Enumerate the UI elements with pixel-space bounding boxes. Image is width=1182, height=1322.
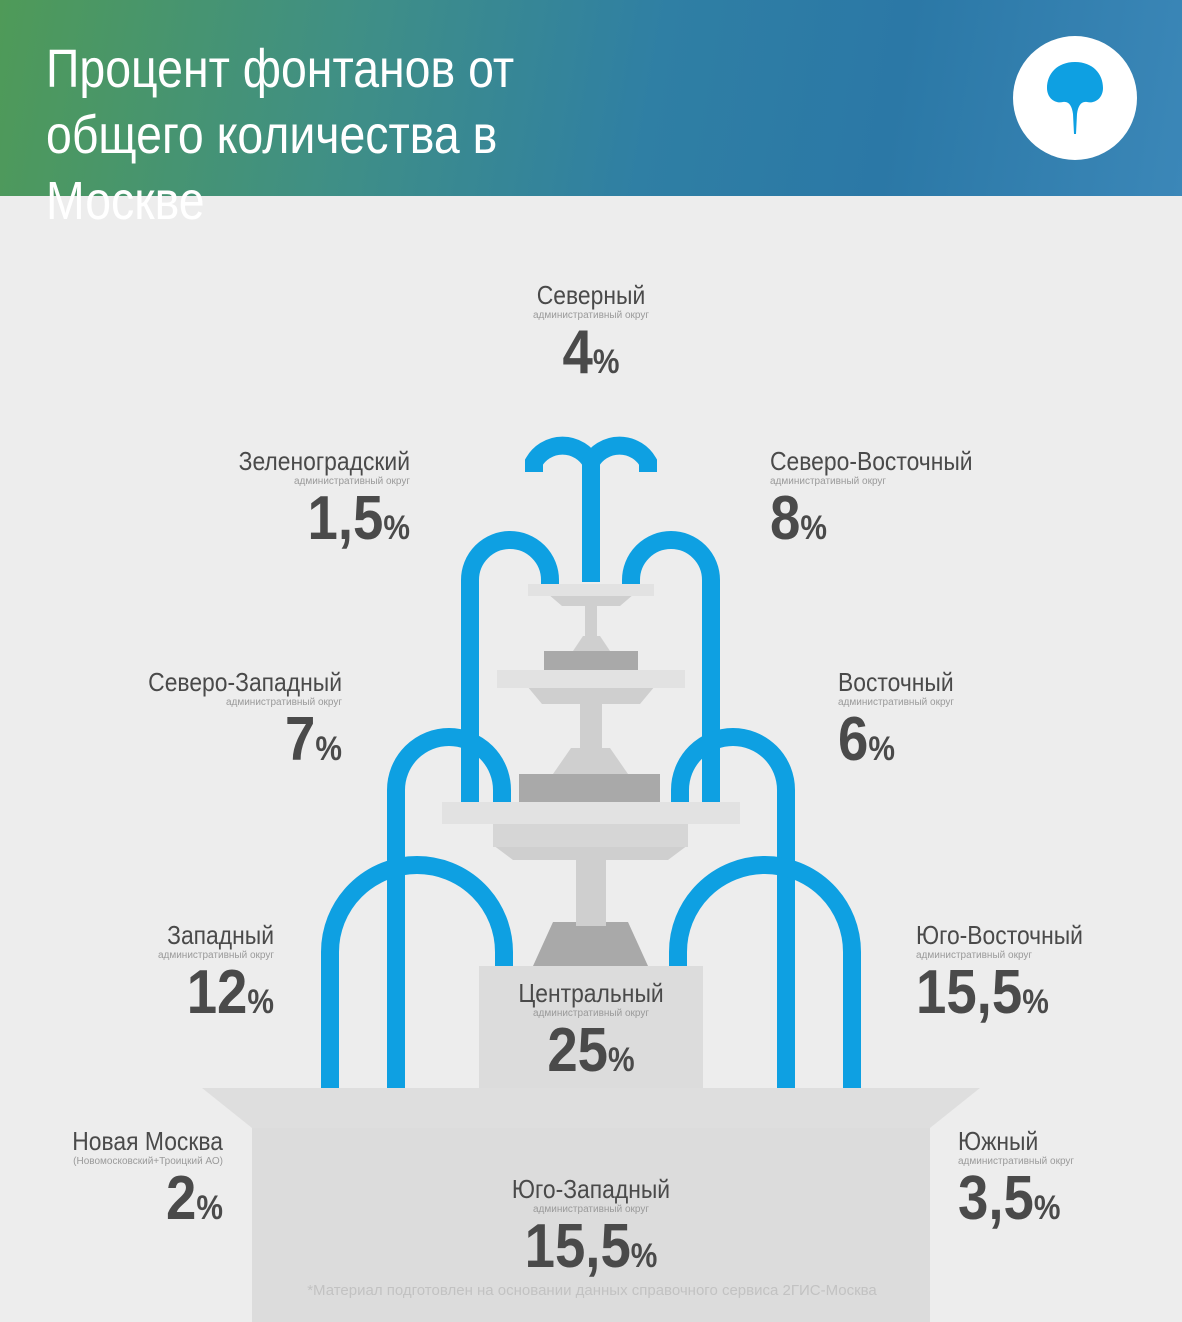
district-subtitle: административный округ bbox=[225, 697, 342, 708]
logo bbox=[1013, 36, 1137, 160]
header-banner: Процент фонтанов от общего количества в … bbox=[0, 0, 1182, 231]
stem-base bbox=[533, 922, 648, 966]
fountain-logo-icon bbox=[1047, 62, 1103, 134]
district-name: Зеленоградский bbox=[238, 446, 410, 476]
value-number: 8 bbox=[770, 484, 801, 553]
district-name: Восточный bbox=[838, 667, 954, 697]
district-subtitle: административный округ bbox=[958, 1156, 1075, 1167]
stem-lower bbox=[576, 856, 606, 926]
district-value: 2% bbox=[27, 1168, 223, 1246]
percent-sign: % bbox=[247, 983, 274, 1021]
district-value: 3,5% bbox=[958, 1168, 1152, 1246]
value-number: 3,5 bbox=[958, 1164, 1034, 1233]
district-subtitle: административный округ bbox=[838, 697, 955, 708]
district-subtitle: административный округ bbox=[532, 1204, 650, 1215]
district-value: 12% bbox=[33, 962, 274, 1040]
value-number: 12 bbox=[186, 958, 248, 1027]
percent-sign: % bbox=[800, 509, 827, 547]
district-value: 1,5% bbox=[146, 488, 410, 566]
district-subtitle: (Новомосковский+Троицкий АО) bbox=[73, 1156, 223, 1167]
district-subtitle: административный округ bbox=[770, 476, 887, 487]
lower-basin bbox=[252, 1128, 930, 1322]
district-subtitle: административный округ bbox=[532, 310, 650, 321]
district-severny: Северный административный округ 4% bbox=[441, 280, 741, 400]
district-name: Юго-Западный bbox=[511, 1174, 671, 1204]
district-yuzhny: Южный административный округ 3,5% bbox=[958, 1126, 1178, 1246]
water-jet-outer-left bbox=[321, 856, 513, 1088]
district-value: 15,5% bbox=[459, 1216, 723, 1294]
percent-sign: % bbox=[592, 343, 620, 381]
central-pedestal bbox=[479, 966, 703, 1088]
percent-sign: % bbox=[608, 1041, 635, 1079]
district-value: 4% bbox=[459, 322, 723, 400]
district-yugo-zapadny: Юго-Западный административный округ 15,5… bbox=[441, 1174, 741, 1294]
district-zapadny: Западный административный округ 12% bbox=[0, 920, 274, 1040]
water-jet-mid-left bbox=[387, 728, 511, 1088]
stem-middle-cone bbox=[553, 748, 628, 774]
water-jet-mid-right bbox=[671, 728, 795, 1088]
tier-0-underside bbox=[548, 594, 634, 606]
value-number: 15,5 bbox=[916, 958, 1023, 1027]
district-name: Центральный bbox=[518, 978, 664, 1008]
lower-basin-rim bbox=[202, 1088, 980, 1128]
tier-2-underside bbox=[493, 845, 688, 860]
water-jet-upper-left bbox=[461, 531, 559, 802]
stem-top-cone bbox=[573, 636, 610, 651]
value-number: 25 bbox=[547, 1016, 609, 1085]
district-tsentralny: Центральный административный округ 25% bbox=[479, 978, 703, 1098]
district-subtitle: административный округ bbox=[532, 1008, 650, 1019]
value-number: 1,5 bbox=[307, 484, 384, 553]
district-vostochny: Восточный административный округ 6% bbox=[838, 667, 1138, 787]
percent-sign: % bbox=[315, 730, 342, 768]
tier-1-underside bbox=[527, 686, 655, 704]
district-name: Северо-Западный bbox=[148, 667, 342, 697]
district-zelenogradsky: Зеленоградский административный округ 1,… bbox=[110, 446, 410, 566]
district-name: Юго-Восточный bbox=[916, 920, 1083, 950]
district-value: 6% bbox=[838, 709, 1102, 787]
stem-top bbox=[585, 606, 597, 638]
value-number: 6 bbox=[838, 705, 869, 774]
district-name: Северо-Восточный bbox=[770, 446, 973, 476]
water-jet-top-right bbox=[582, 436, 657, 582]
tier-2-bowl bbox=[493, 822, 688, 847]
district-value: 15,5% bbox=[916, 962, 1145, 1040]
page-title: Процент фонтанов от общего количества в … bbox=[46, 39, 515, 231]
district-name: Южный bbox=[958, 1126, 1039, 1156]
value-number: 15,5 bbox=[524, 1212, 631, 1281]
tier-1-block bbox=[544, 651, 638, 670]
district-value: 8% bbox=[770, 488, 1052, 566]
district-name: Западный bbox=[167, 920, 274, 950]
value-number: 4 bbox=[562, 318, 593, 387]
district-name: Северный bbox=[536, 280, 646, 310]
district-value: 25% bbox=[492, 1020, 689, 1098]
district-value: 7% bbox=[78, 709, 342, 787]
district-novaya-moskva: Новая Москва (Новомосковский+Троицкий АО… bbox=[0, 1126, 223, 1246]
percent-sign: % bbox=[1022, 983, 1049, 1021]
tier-0-rim bbox=[528, 584, 654, 596]
water-jets bbox=[321, 436, 861, 1088]
source-footnote: *Материал подготовлен на основании данны… bbox=[307, 1282, 877, 1299]
tier-2-rim bbox=[442, 802, 740, 824]
percent-sign: % bbox=[630, 1237, 658, 1275]
tier-2-block bbox=[519, 774, 660, 802]
water-jet-upper-right bbox=[622, 531, 720, 802]
stem-middle bbox=[580, 704, 602, 750]
water-jet-outer-right bbox=[669, 856, 861, 1088]
tier-1-rim bbox=[497, 670, 685, 688]
district-severo-vostochny: Северо-Восточный административный округ … bbox=[770, 446, 1090, 566]
percent-sign: % bbox=[383, 509, 410, 547]
district-severo-zapadny: Северо-Западный административный округ 7… bbox=[42, 667, 342, 787]
value-number: 2 bbox=[166, 1164, 197, 1233]
district-subtitle: административный округ bbox=[293, 476, 410, 487]
percent-sign: % bbox=[1033, 1189, 1061, 1227]
district-subtitle: административный округ bbox=[916, 950, 1033, 961]
percent-sign: % bbox=[196, 1189, 223, 1227]
district-name: Новая Москва bbox=[72, 1126, 223, 1156]
percent-sign: % bbox=[868, 730, 895, 768]
value-number: 7 bbox=[285, 705, 316, 774]
district-subtitle: административный округ bbox=[157, 950, 274, 961]
district-yugo-vostochny: Юго-Восточный административный округ 15,… bbox=[916, 920, 1176, 1040]
